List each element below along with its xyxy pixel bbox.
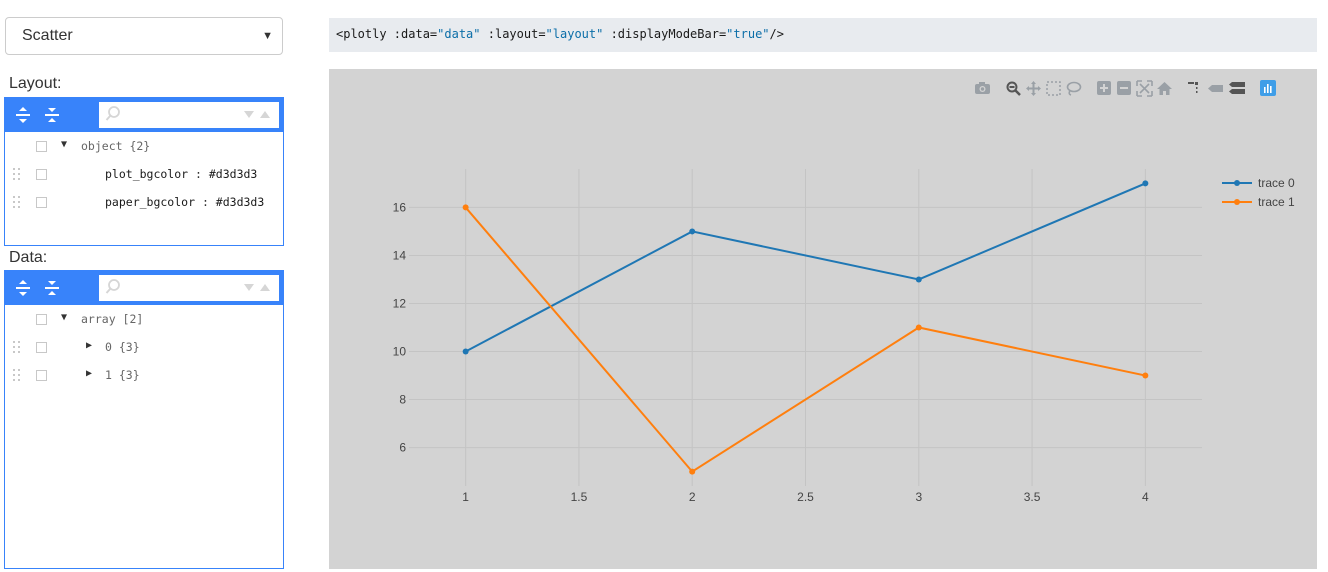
x-tick-label: 1.5 xyxy=(571,490,588,504)
autoscale-icon[interactable] xyxy=(1136,80,1153,97)
legend-marker xyxy=(1234,199,1240,205)
field-key[interactable]: plot_bgcolor xyxy=(105,167,189,181)
x-tick-label: 3 xyxy=(915,490,922,504)
zoom-in-icon[interactable] xyxy=(1097,81,1111,95)
y-tick-label: 10 xyxy=(393,345,407,359)
editor-search-input[interactable] xyxy=(99,275,279,301)
expand-all-icon[interactable] xyxy=(13,105,33,125)
data-point xyxy=(689,228,696,235)
x-tick-label: 3.5 xyxy=(1024,490,1041,504)
data-point xyxy=(462,348,469,355)
chart-svg[interactable]: 1 1.5 2 2.5 3 3.5 4 6 8 10 12 14 16 trace 0 trace 1 xyxy=(329,69,1317,569)
grid xyxy=(409,169,1202,486)
spike-lines-icon[interactable] xyxy=(1188,82,1198,93)
editor-search-input[interactable] xyxy=(99,102,279,128)
select-checkbox-icon[interactable] xyxy=(36,169,47,180)
x-tick-label: 4 xyxy=(1142,490,1149,504)
root-key: array [2] xyxy=(81,312,144,326)
field-value[interactable]: #d3d3d3 xyxy=(208,167,258,181)
collapsed-triangle-icon[interactable]: ▶ xyxy=(86,340,93,351)
drag-handle-icon[interactable] xyxy=(13,168,21,180)
select-checkbox-icon[interactable] xyxy=(36,314,47,325)
tree-row[interactable]: paper_bgcolor : #d3d3d3 xyxy=(5,188,283,216)
collapsed-triangle-icon[interactable]: ▶ xyxy=(86,368,93,379)
home-icon[interactable] xyxy=(1157,82,1172,95)
zoom-icon[interactable] xyxy=(1006,81,1021,96)
layout-label: Layout: xyxy=(9,75,62,92)
legend-label[interactable]: trace 0 xyxy=(1258,176,1295,190)
collapse-all-icon[interactable] xyxy=(42,278,62,298)
data-point xyxy=(915,324,922,331)
x-tick-label: 1 xyxy=(462,490,469,504)
search-icon xyxy=(105,106,120,121)
data-point xyxy=(689,468,696,475)
hover-closest-icon[interactable] xyxy=(1208,85,1223,92)
y-tick-label: 12 xyxy=(393,296,407,310)
field-key[interactable]: paper_bgcolor xyxy=(105,195,196,209)
drag-handle-icon[interactable] xyxy=(13,341,21,353)
tree-row[interactable]: ▶ 1 {3} xyxy=(5,361,283,389)
field-entry[interactable]: plot_bgcolor : #d3d3d3 xyxy=(105,167,258,181)
layout-json-editor: ▼ object {2} plot_bgcolor : #d3d3d3 pape… xyxy=(4,97,284,246)
item-key: 1 {3} xyxy=(105,368,140,382)
legend-label[interactable]: trace 1 xyxy=(1258,195,1295,209)
select-value: Scatter xyxy=(22,27,73,44)
x-tick-label: 2 xyxy=(689,490,696,504)
data-point xyxy=(1142,372,1149,379)
box-select-icon[interactable] xyxy=(1046,81,1061,96)
root-key: object {2} xyxy=(81,139,151,153)
y-tick-label: 6 xyxy=(399,441,406,455)
select-checkbox-icon[interactable] xyxy=(36,370,47,381)
data-label: Data: xyxy=(9,249,48,266)
y-tick-label: 8 xyxy=(399,393,406,407)
legend-marker xyxy=(1234,180,1240,186)
series-lines xyxy=(464,182,1146,473)
camera-icon[interactable] xyxy=(975,82,990,94)
legend[interactable]: trace 0 trace 1 xyxy=(1222,176,1295,209)
field-entry[interactable]: paper_bgcolor : #d3d3d3 xyxy=(105,195,265,209)
search-nav-icon[interactable] xyxy=(243,110,273,120)
data-point xyxy=(915,276,922,283)
plotly-chart[interactable]: 1 1.5 2 2.5 3 3.5 4 6 8 10 12 14 16 trace 0 trace 1 xyxy=(329,69,1317,569)
drag-handle-icon[interactable] xyxy=(13,369,21,381)
series-line-1 xyxy=(464,206,1146,473)
modebar xyxy=(975,80,1276,97)
y-tick-label: 16 xyxy=(393,200,407,214)
search-icon xyxy=(105,279,120,294)
tree-row[interactable]: ▶ 0 {3} xyxy=(5,333,283,361)
x-tick-labels: 1 1.5 2 2.5 3 3.5 4 xyxy=(462,490,1149,504)
plotly-logo-icon[interactable] xyxy=(1260,80,1276,96)
y-tick-label: 14 xyxy=(393,248,407,262)
series-points xyxy=(462,180,1149,475)
search-nav-icon[interactable] xyxy=(243,283,273,293)
expanded-triangle-icon[interactable]: ▼ xyxy=(61,312,68,323)
series-line-0 xyxy=(465,182,1146,353)
expanded-triangle-icon[interactable]: ▼ xyxy=(61,139,68,150)
code-snippet: <plotly :data="data" :layout="layout" :d… xyxy=(329,18,1317,52)
chevron-down-icon: ▼ xyxy=(262,30,273,42)
trace-type-select[interactable]: Scatter ▼ xyxy=(5,17,283,55)
data-json-editor: ▼ array [2] ▶ 0 {3} ▶ 1 {3} xyxy=(4,270,284,569)
data-point xyxy=(1142,180,1149,187)
editor-toolbar xyxy=(5,271,283,305)
tree-row[interactable]: plot_bgcolor : #d3d3d3 xyxy=(5,160,283,188)
editor-toolbar xyxy=(5,98,283,132)
collapse-all-icon[interactable] xyxy=(42,105,62,125)
select-checkbox-icon[interactable] xyxy=(36,197,47,208)
lasso-icon[interactable] xyxy=(1066,81,1082,96)
drag-handle-icon[interactable] xyxy=(13,196,21,208)
zoom-out-icon[interactable] xyxy=(1117,81,1131,95)
field-value[interactable]: #d3d3d3 xyxy=(215,195,265,209)
hover-compare-icon[interactable] xyxy=(1229,82,1245,94)
item-key: 0 {3} xyxy=(105,340,140,354)
expand-all-icon[interactable] xyxy=(13,278,33,298)
pan-icon[interactable] xyxy=(1026,81,1041,96)
y-tick-labels: 6 8 10 12 14 16 xyxy=(393,200,407,454)
tree-row-root[interactable]: ▼ array [2] xyxy=(5,305,283,333)
tree-row-root[interactable]: ▼ object {2} xyxy=(5,132,283,160)
select-checkbox-icon[interactable] xyxy=(36,342,47,353)
x-tick-label: 2.5 xyxy=(797,490,814,504)
select-checkbox-icon[interactable] xyxy=(36,141,47,152)
data-point xyxy=(462,204,469,211)
